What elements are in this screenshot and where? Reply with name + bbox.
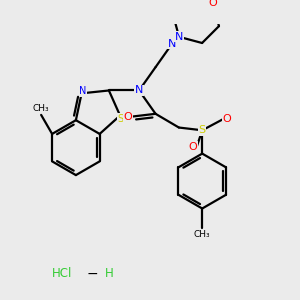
- Text: S: S: [117, 114, 123, 124]
- Text: O: O: [208, 0, 217, 8]
- Text: N: N: [168, 39, 176, 49]
- Text: −: −: [86, 267, 98, 281]
- Text: N: N: [135, 85, 143, 95]
- Text: O: O: [188, 142, 197, 152]
- Text: N: N: [79, 86, 87, 96]
- Text: H: H: [104, 267, 113, 280]
- Text: O: O: [124, 112, 133, 122]
- Text: HCl: HCl: [52, 267, 72, 280]
- Text: N: N: [175, 32, 183, 42]
- Text: CH₃: CH₃: [33, 103, 50, 112]
- Text: CH₃: CH₃: [194, 230, 211, 239]
- Text: S: S: [199, 125, 206, 135]
- Text: O: O: [223, 114, 231, 124]
